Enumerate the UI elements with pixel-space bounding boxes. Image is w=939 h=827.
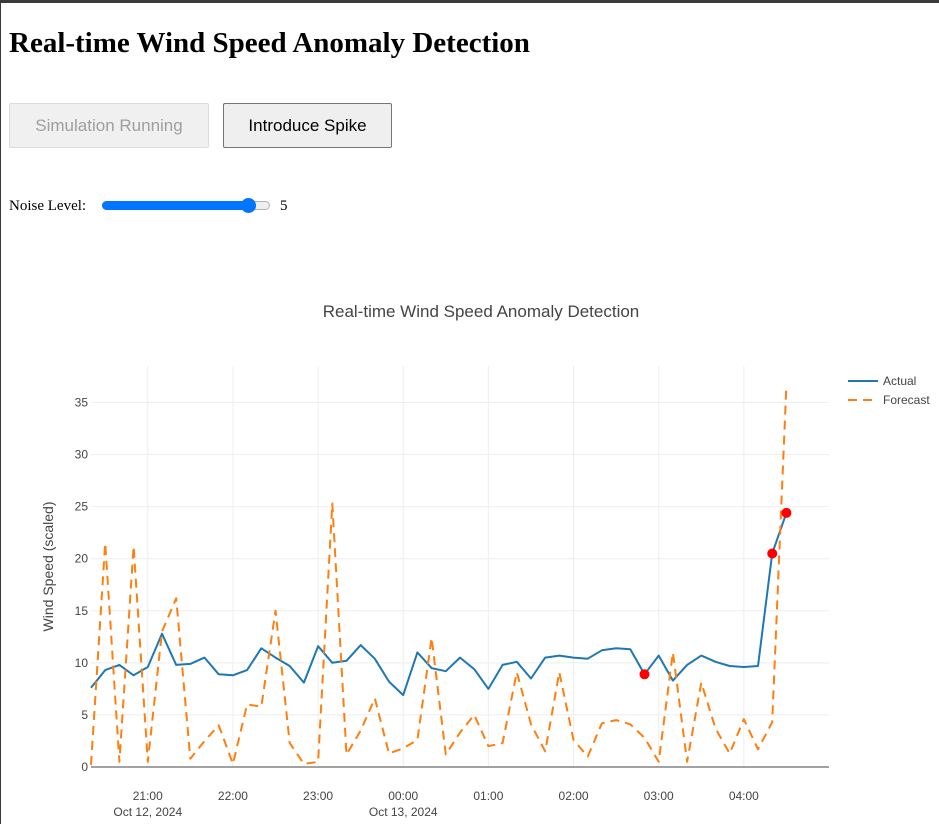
- page-title: Real-time Wind Speed Anomaly Detection: [9, 27, 530, 59]
- x-tick-label: 23:00: [303, 789, 333, 803]
- y-tick-label: 10: [75, 656, 89, 670]
- y-tick-label: 25: [75, 500, 89, 514]
- noise-level-slider-fill: [102, 201, 248, 210]
- x-tick-label: 01:00: [473, 789, 503, 803]
- anomaly-point: [781, 507, 792, 518]
- series-line-actual: [90, 512, 788, 697]
- legend-label-actual: Actual: [883, 374, 916, 388]
- anomaly-point: [767, 548, 778, 559]
- anomaly-point: [639, 669, 650, 680]
- x-tick-label: 21:00: [133, 789, 163, 803]
- noise-level-value: 5: [280, 198, 288, 214]
- introduce-spike-button[interactable]: Introduce Spike: [223, 103, 392, 148]
- x-tick-label: 02:00: [559, 789, 589, 803]
- legend-label-forecast: Forecast: [883, 393, 930, 407]
- x-tick-date-label: Oct 13, 2024: [369, 805, 438, 819]
- y-tick-label: 20: [75, 552, 89, 566]
- series-line-forecast: [90, 384, 788, 765]
- y-axis-title: Wind Speed (scaled): [40, 502, 56, 632]
- x-tick-label: 22:00: [218, 789, 248, 803]
- y-tick-label: 15: [75, 604, 89, 618]
- y-tick-label: 30: [75, 448, 89, 462]
- simulation-running-button: Simulation Running: [9, 103, 209, 148]
- x-tick-date-label: Oct 12, 2024: [113, 805, 182, 819]
- y-tick-label: 0: [81, 760, 88, 774]
- y-tick-label: 35: [75, 395, 89, 409]
- x-tick-label: 04:00: [729, 789, 759, 803]
- y-tick-label: 5: [81, 708, 88, 722]
- chart-title: Real-time Wind Speed Anomaly Detection: [323, 302, 640, 321]
- x-tick-label: 03:00: [644, 789, 674, 803]
- x-tick-label: 00:00: [388, 789, 418, 803]
- wind-speed-chart: Real-time Wind Speed Anomaly Detection 0 5…: [40, 302, 930, 819]
- noise-level-label: Noise Level:: [9, 198, 87, 214]
- noise-level-slider-thumb[interactable]: [240, 198, 256, 213]
